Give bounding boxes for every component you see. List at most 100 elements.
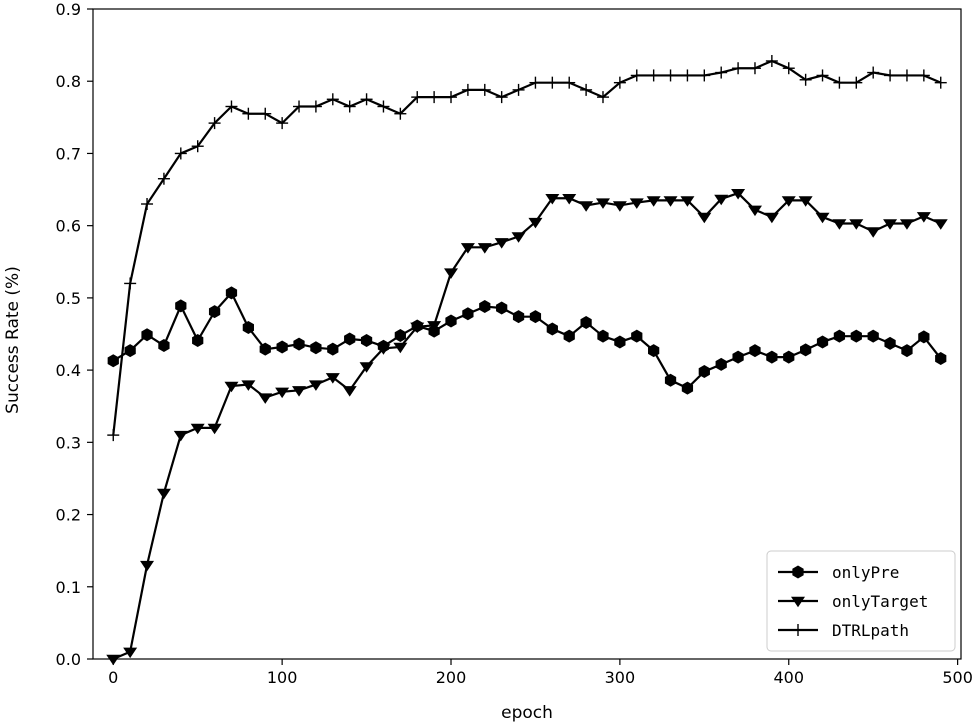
data-point-onlyTarget: [427, 321, 442, 332]
legend-marker: [791, 596, 805, 608]
data-point-onlyPre: [124, 344, 136, 358]
data-point-DTRLpath: [698, 69, 711, 82]
data-point-DTRLpath: [174, 147, 187, 160]
data-point-onlyTarget: [224, 381, 239, 393]
data-point-DTRLpath: [816, 69, 829, 82]
data-point-onlyPre: [563, 329, 575, 343]
data-point-DTRLpath: [343, 100, 356, 113]
data-point-DTRLpath: [461, 83, 474, 96]
data-point-onlyTarget: [866, 227, 881, 238]
data-point-onlyTarget: [595, 198, 610, 209]
data-point-DTRLpath: [732, 62, 745, 75]
data-point-onlyTarget: [933, 219, 948, 230]
data-point-DTRLpath: [141, 198, 154, 210]
data-point-onlyTarget: [410, 322, 425, 334]
data-point-onlyTarget: [325, 373, 340, 384]
legend-label: onlyPre: [832, 563, 899, 582]
data-point-onlyTarget: [899, 219, 914, 230]
data-point-onlyTarget: [207, 423, 222, 435]
data-point-onlyPre: [394, 328, 406, 342]
data-point-onlyPre: [479, 300, 491, 314]
data-point-onlyTarget: [781, 196, 796, 207]
data-point-onlyPre: [141, 328, 153, 342]
data-point-DTRLpath: [884, 69, 897, 82]
data-point-DTRLpath: [546, 76, 559, 89]
data-point-DTRLpath: [917, 69, 930, 82]
series-DTRLpath: [107, 55, 947, 442]
data-point-onlyTarget: [258, 393, 273, 404]
data-point-onlyTarget: [646, 196, 661, 207]
legend-item-DTRLpath: DTRLpath: [778, 621, 909, 640]
data-point-DTRLpath: [495, 91, 508, 104]
data-point-onlyPre: [800, 343, 812, 357]
data-point-DTRLpath: [850, 76, 863, 89]
data-point-DTRLpath: [242, 107, 255, 120]
data-point-DTRLpath: [157, 172, 170, 185]
y-axis-ticks: 0.0 0.1 0.2 0.3 0.4 0.5 0.6 0.7 0.8 0.9: [56, 0, 93, 669]
y-tick-label: 0.8: [56, 72, 81, 91]
data-point-onlyPre: [833, 329, 846, 343]
data-point-DTRLpath: [394, 107, 407, 120]
data-point-DTRLpath: [478, 83, 491, 96]
y-tick-label: 0.4: [56, 361, 81, 380]
data-point-onlyPre: [529, 310, 542, 324]
legend-label: DTRLpath: [832, 621, 909, 640]
x-tick-label: 0: [108, 668, 118, 687]
data-point-DTRLpath: [208, 117, 221, 130]
data-point-DTRLpath: [647, 69, 660, 82]
data-point-onlyTarget: [460, 243, 475, 254]
data-point-onlyTarget: [494, 238, 509, 249]
data-point-DTRLpath: [782, 62, 795, 75]
legend-item-onlyTarget: onlyTarget: [778, 592, 928, 611]
data-point-onlyPre: [175, 299, 187, 313]
data-point-onlyTarget: [562, 194, 577, 205]
data-point-DTRLpath: [428, 91, 441, 104]
series-layer: [106, 55, 948, 666]
data-point-onlyPre: [918, 330, 930, 344]
x-tick-label: 300: [605, 668, 636, 687]
data-point-onlyPre: [462, 307, 474, 321]
data-point-DTRLpath: [748, 62, 761, 75]
data-point-DTRLpath: [681, 69, 694, 82]
data-point-onlyTarget: [714, 194, 729, 206]
y-tick-label: 0.5: [56, 289, 81, 308]
data-point-DTRLpath: [867, 66, 880, 79]
data-point-DTRLpath: [799, 73, 812, 86]
legend-item-onlyPre: onlyPre: [778, 563, 899, 582]
data-point-DTRLpath: [191, 140, 204, 153]
data-point-DTRLpath: [900, 69, 913, 82]
data-point-onlyPre: [580, 315, 592, 329]
x-tick-label: 200: [436, 668, 467, 687]
data-point-onlyPre: [327, 342, 339, 356]
y-tick-label: 0.2: [56, 506, 81, 525]
data-point-onlyTarget: [444, 268, 459, 279]
data-point-DTRLpath: [124, 277, 137, 290]
data-point-DTRLpath: [360, 93, 373, 106]
y-tick-label: 0.7: [56, 144, 81, 163]
data-point-DTRLpath: [445, 91, 458, 104]
data-point-onlyTarget: [292, 386, 307, 397]
data-point-onlyTarget: [275, 387, 290, 399]
data-point-DTRLpath: [309, 100, 322, 113]
data-point-onlyTarget: [798, 196, 813, 207]
data-point-onlyPre: [208, 305, 221, 319]
series-onlyTarget: [106, 188, 948, 666]
data-point-DTRLpath: [377, 100, 390, 113]
data-point-onlyTarget: [190, 423, 205, 435]
data-point-onlyPre: [766, 350, 778, 364]
data-point-onlyTarget: [663, 196, 678, 207]
data-point-onlyPre: [192, 334, 204, 347]
y-tick-label: 0.1: [56, 578, 81, 597]
data-point-DTRLpath: [833, 76, 846, 89]
data-point-DTRLpath: [580, 83, 593, 96]
data-point-onlyPre: [225, 286, 238, 300]
data-point-onlyTarget: [140, 560, 155, 572]
data-point-DTRLpath: [765, 55, 778, 67]
data-point-onlyTarget: [545, 194, 560, 205]
data-point-DTRLpath: [326, 93, 339, 106]
data-point-onlyTarget: [376, 344, 391, 355]
data-point-onlyPre: [259, 342, 271, 356]
data-point-onlyPre: [681, 381, 694, 395]
data-point-onlyPre: [546, 322, 558, 336]
